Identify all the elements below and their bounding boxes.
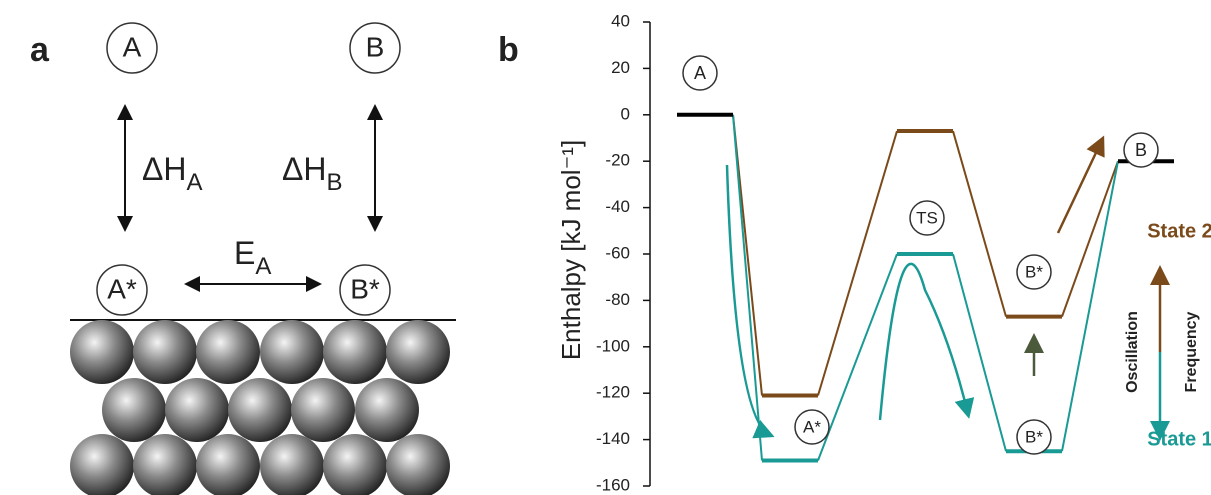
species-label: B* xyxy=(1025,262,1043,281)
species-label: B* xyxy=(1025,427,1043,446)
panel-label: a xyxy=(30,31,50,69)
species-label: B* xyxy=(350,273,380,304)
surface xyxy=(70,320,450,495)
legend-label: State 1 xyxy=(1147,428,1211,450)
oscillation-label: Frequency xyxy=(1183,311,1200,392)
species-circle xyxy=(1016,419,1052,455)
connector xyxy=(732,114,763,461)
atom xyxy=(386,320,450,384)
legend-label: State 2 xyxy=(1147,220,1211,242)
y-tick-label: -60 xyxy=(605,243,630,262)
species-circle xyxy=(1123,132,1159,168)
species-circle xyxy=(349,22,401,74)
connector xyxy=(1061,161,1119,452)
species-label: TS xyxy=(916,208,938,227)
y-tick-label: -80 xyxy=(605,290,630,309)
species-label: A xyxy=(694,63,706,83)
species-circle xyxy=(794,409,830,445)
atom xyxy=(260,320,324,384)
species-label: A* xyxy=(107,273,137,304)
species-circle xyxy=(1016,254,1052,290)
atom xyxy=(165,378,229,442)
species-label: B xyxy=(366,31,385,62)
species-circle xyxy=(909,200,945,236)
panel-label: b xyxy=(498,31,519,69)
y-tick-label: 40 xyxy=(611,11,630,30)
y-tick-label: -100 xyxy=(596,336,630,355)
y-axis-label: Enthalpy [kJ mol⁻¹] xyxy=(556,140,586,360)
atom xyxy=(70,320,134,384)
atom xyxy=(70,434,134,495)
connector xyxy=(817,253,898,461)
connector xyxy=(952,253,1007,452)
connector xyxy=(952,130,1007,317)
species-label: A* xyxy=(803,417,821,436)
oscillation-label: Oscillation xyxy=(1124,311,1141,393)
activation-energy: EA xyxy=(234,235,271,280)
atom xyxy=(323,320,387,384)
atom xyxy=(386,434,450,495)
species-circle xyxy=(339,264,391,316)
atom xyxy=(291,378,355,442)
species-label: B xyxy=(1135,140,1147,160)
species-circle xyxy=(682,55,718,91)
atom xyxy=(228,378,292,442)
species-label: A xyxy=(123,31,142,62)
delta-h-b: ΔHB xyxy=(282,151,343,196)
atom xyxy=(133,320,197,384)
y-tick-label: 0 xyxy=(621,104,630,123)
atom xyxy=(260,434,324,495)
species-circle xyxy=(106,22,158,74)
connector xyxy=(817,130,898,396)
species-circle xyxy=(96,264,148,316)
y-tick-label: -140 xyxy=(596,429,630,448)
atom xyxy=(355,378,419,442)
y-tick-label: 20 xyxy=(611,58,630,77)
arrow xyxy=(878,262,975,421)
connector xyxy=(1061,160,1119,317)
y-tick-label: -120 xyxy=(596,383,630,402)
atom xyxy=(196,320,260,384)
arrow xyxy=(1056,135,1105,234)
y-tick-label: -40 xyxy=(605,197,630,216)
arrow xyxy=(725,164,775,439)
delta-h-a: ΔHA xyxy=(142,151,203,196)
atom xyxy=(323,434,387,495)
atom xyxy=(133,434,197,495)
y-tick-label: -20 xyxy=(605,151,630,170)
y-tick-label: -160 xyxy=(596,475,630,494)
atom xyxy=(102,378,166,442)
atom xyxy=(196,434,260,495)
